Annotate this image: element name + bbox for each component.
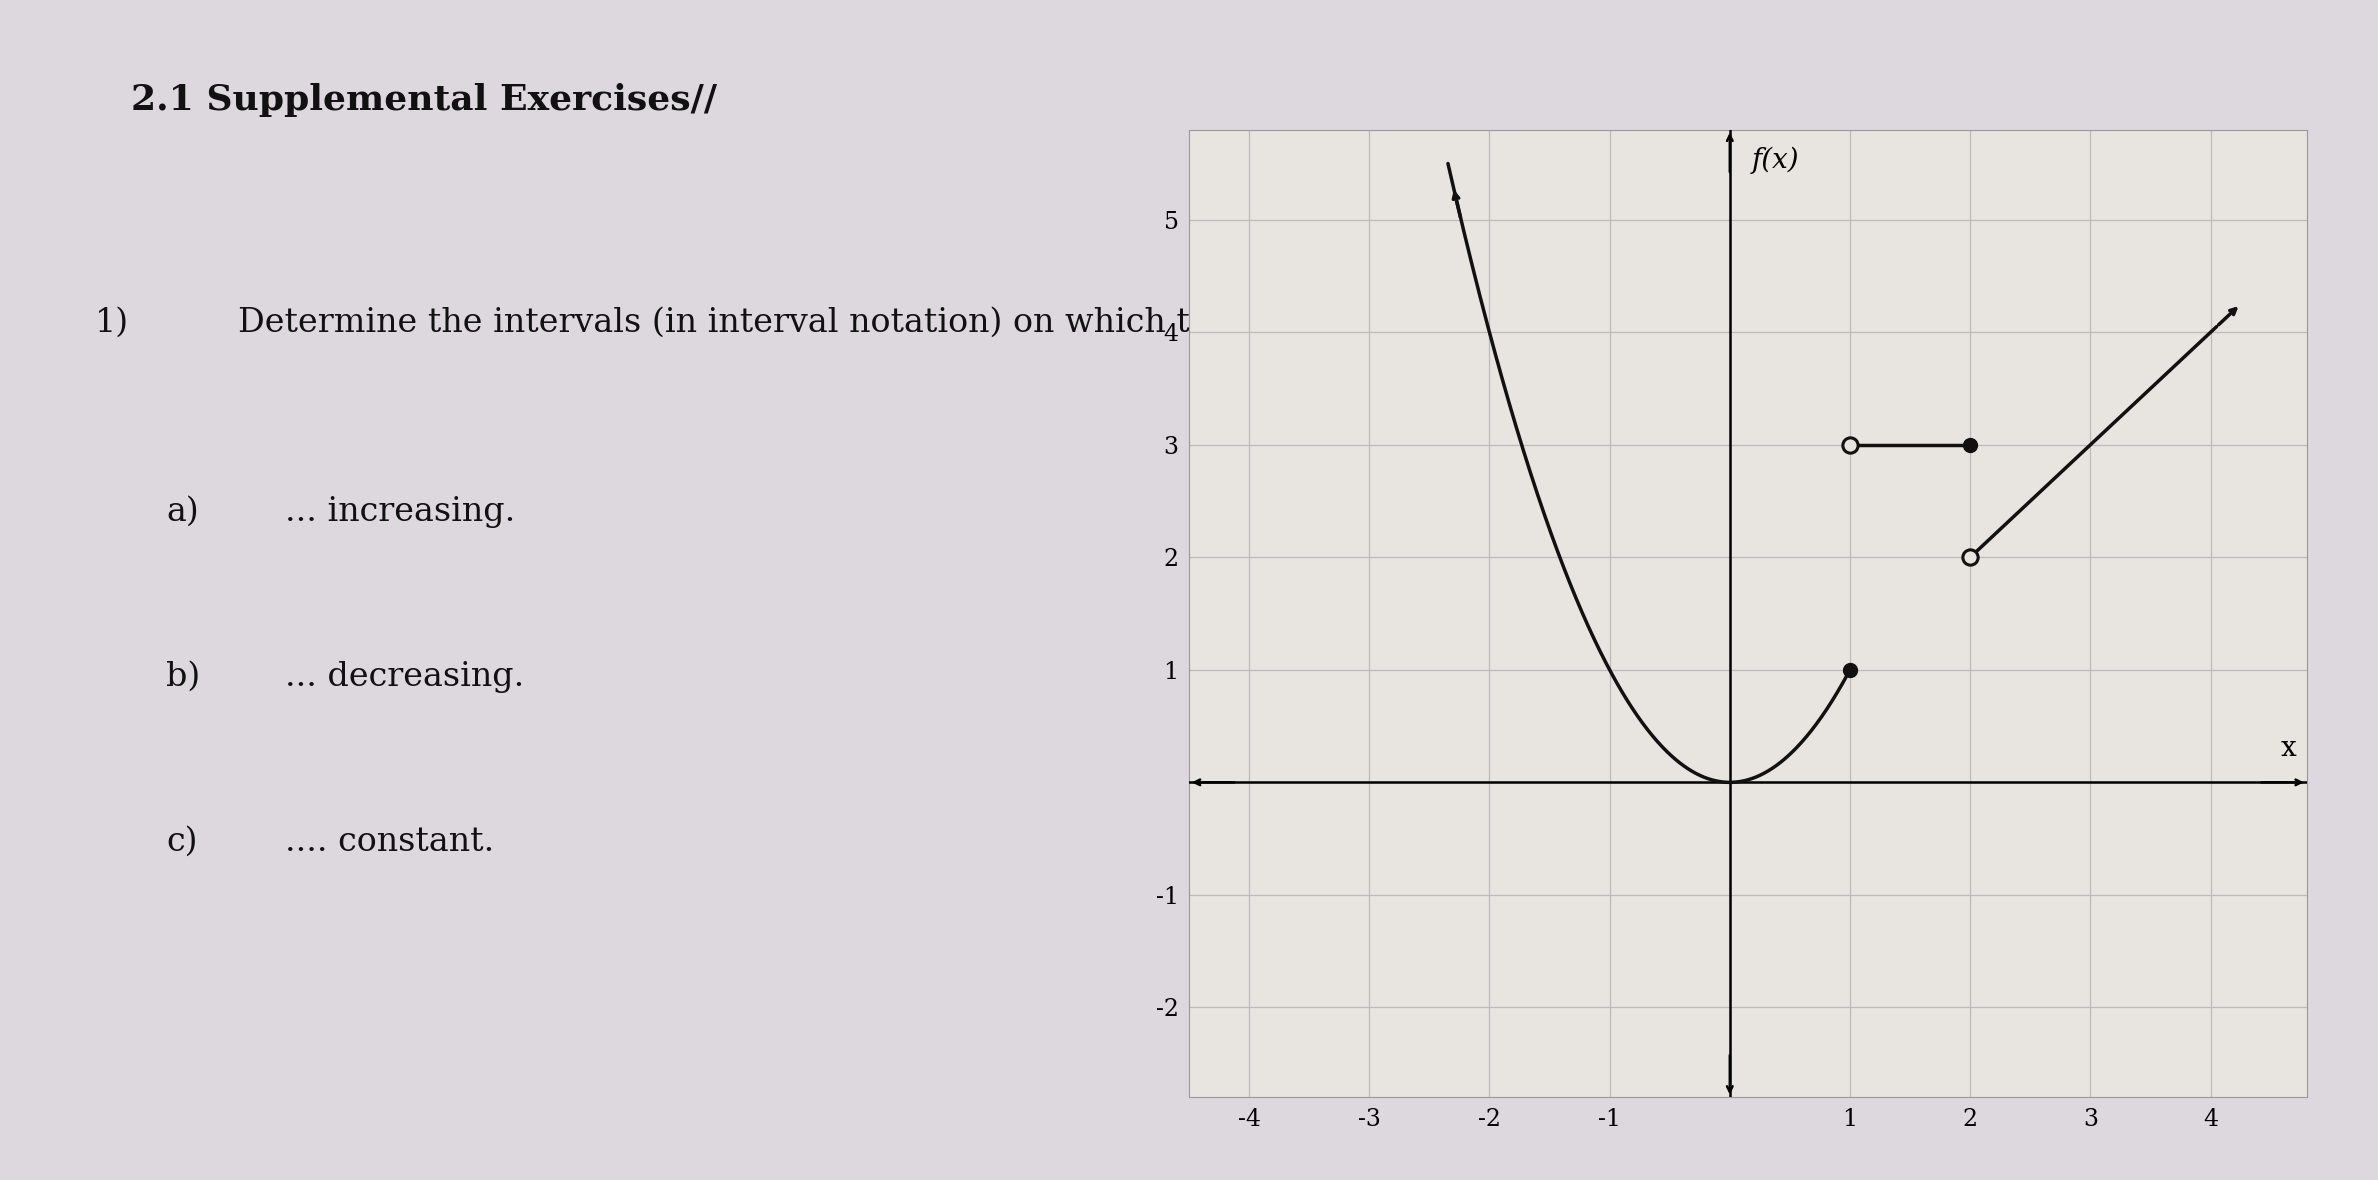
Text: ... increasing.: ... increasing. <box>285 496 516 527</box>
Text: Determine the intervals (in interval notation) on which the function shown is ..: Determine the intervals (in interval not… <box>238 307 1581 339</box>
Text: 2.1 Supplemental Exercises//: 2.1 Supplemental Exercises// <box>131 83 716 117</box>
Text: a): a) <box>166 496 200 527</box>
Text: f(x): f(x) <box>1753 146 1800 173</box>
Text: ... decreasing.: ... decreasing. <box>285 661 526 693</box>
Text: .... constant.: .... constant. <box>285 826 495 858</box>
Text: x: x <box>2281 735 2297 762</box>
Text: 1): 1) <box>95 307 128 339</box>
Text: b): b) <box>166 661 200 693</box>
Text: c): c) <box>166 826 197 858</box>
